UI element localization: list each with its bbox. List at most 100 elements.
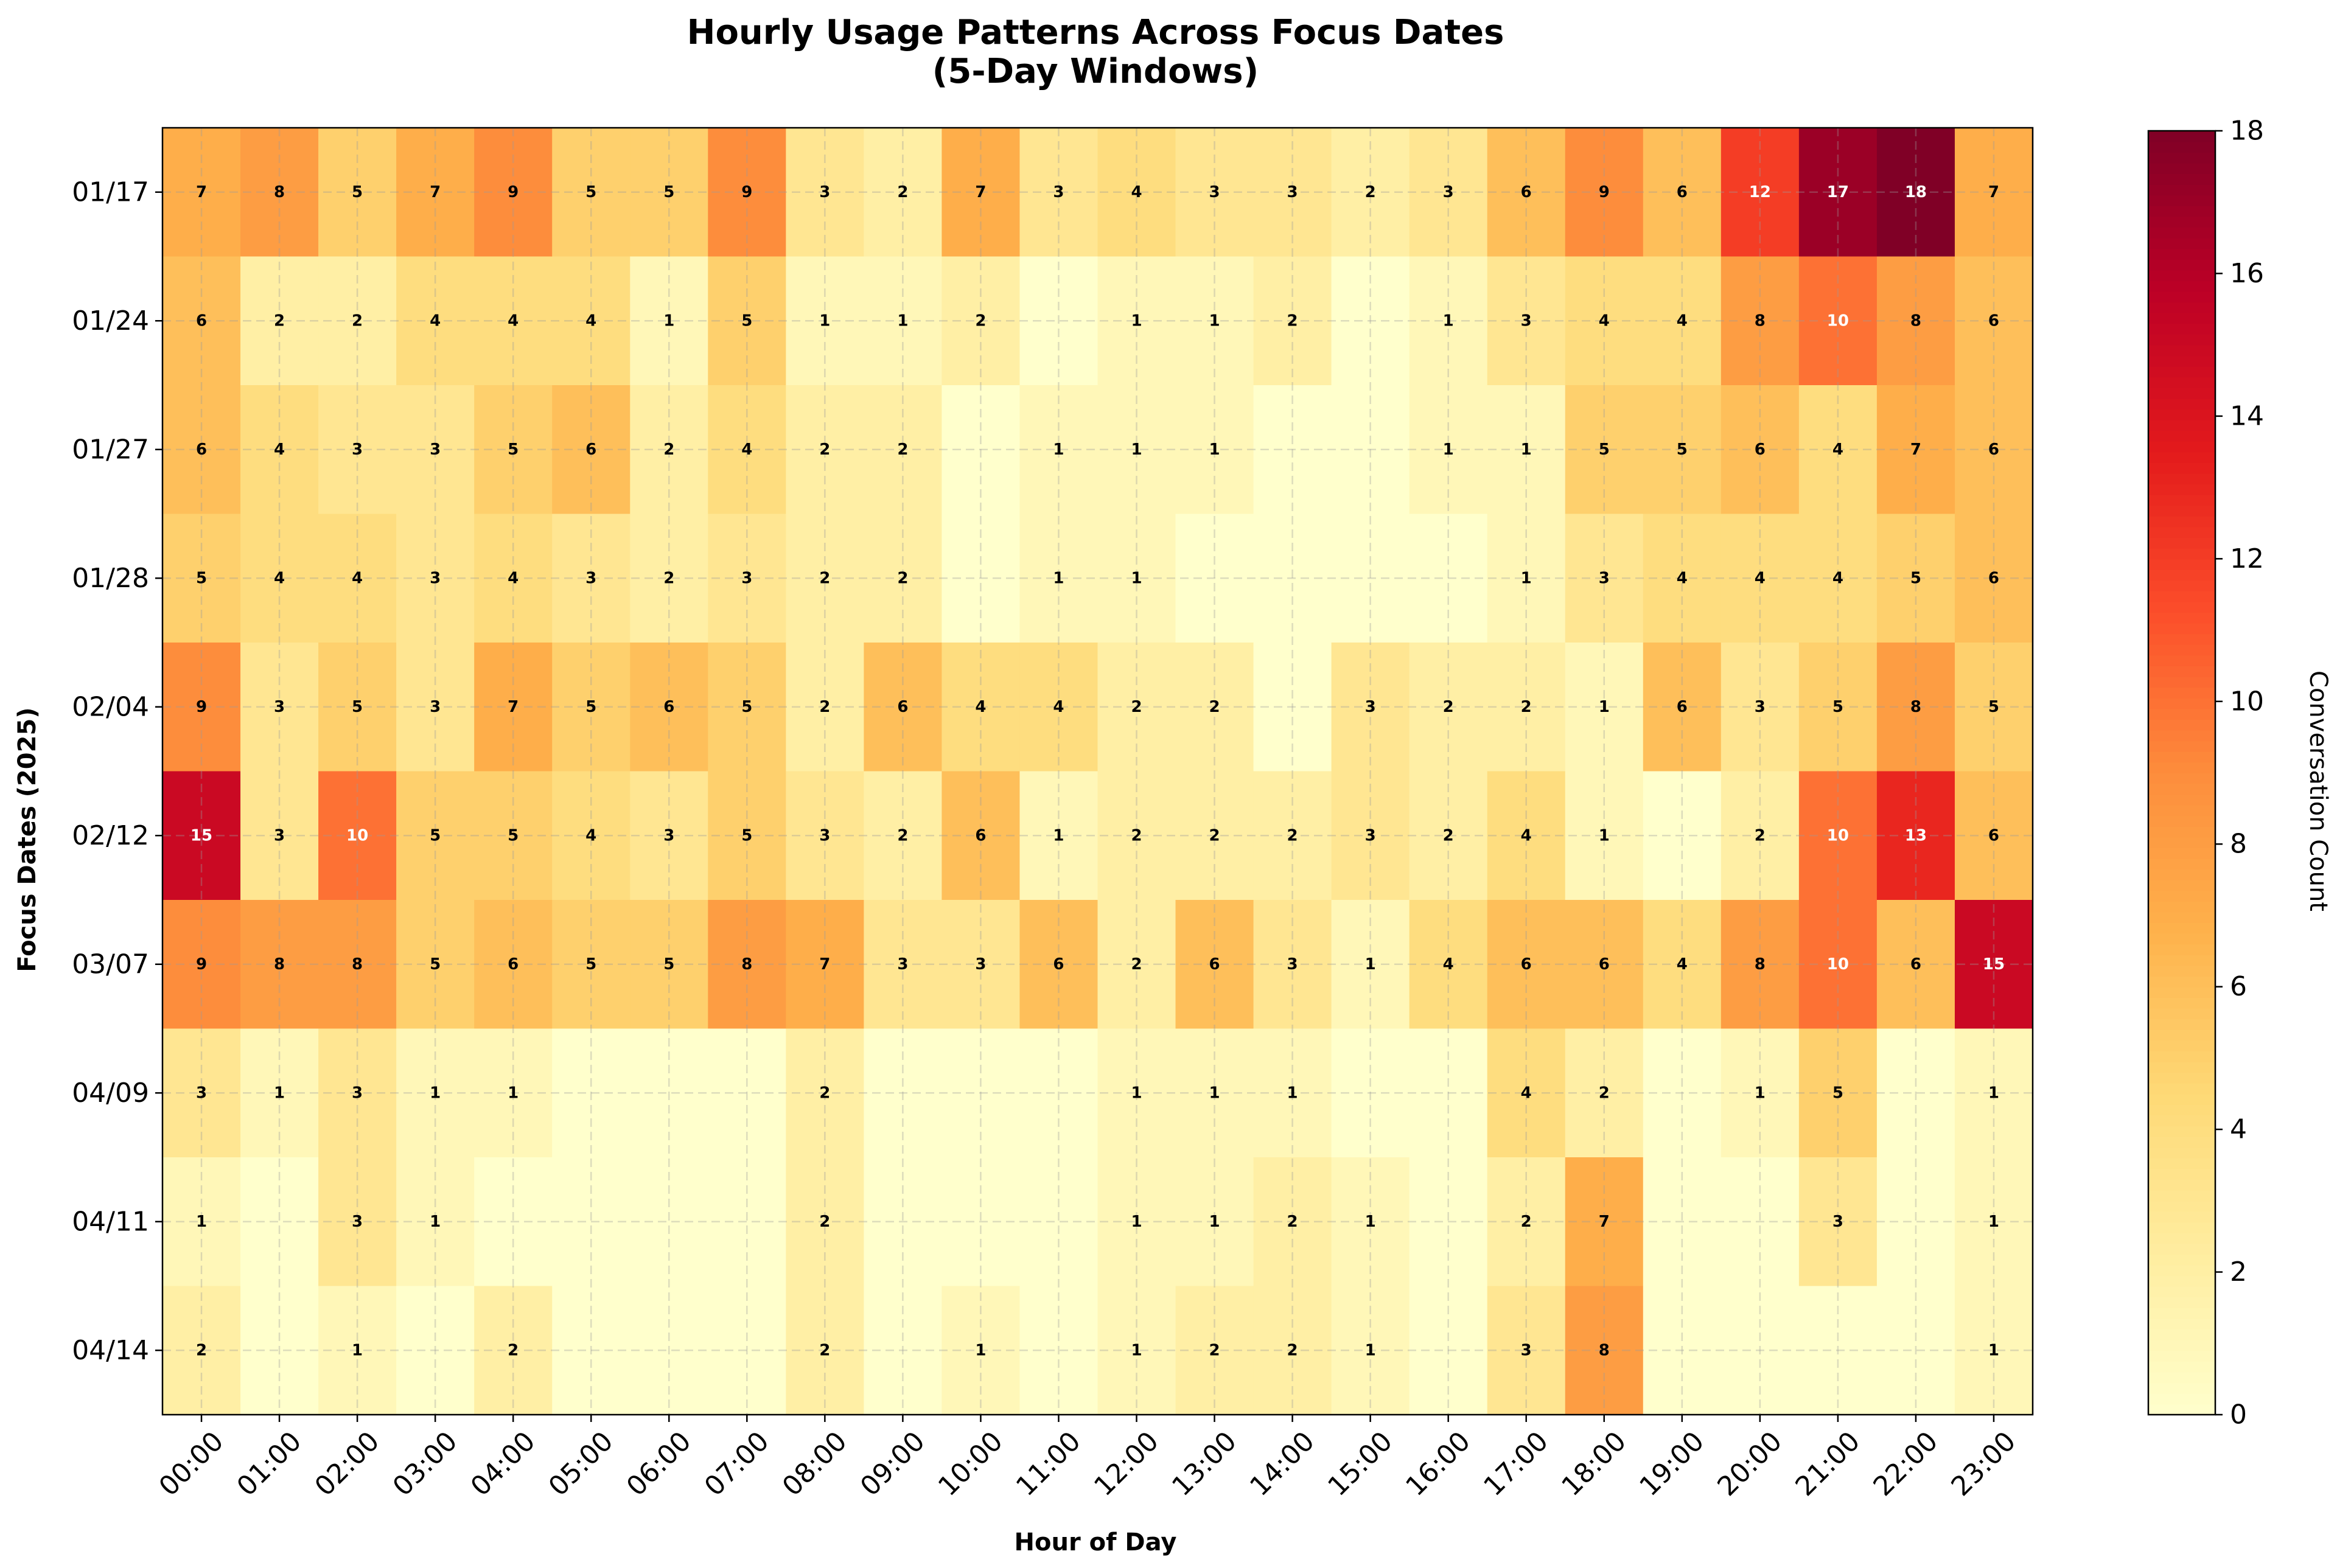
colorbar-segment: [2148, 526, 2215, 538]
heatmap-cell: [941, 1028, 1021, 1158]
heatmap-cell: [1643, 1286, 1722, 1415]
colorbar-segment: [2148, 879, 2215, 891]
cell-value-label: 2: [663, 441, 674, 459]
cell-value-label: 6: [1521, 183, 1532, 201]
heatmap-cell: [1876, 514, 1955, 643]
cell-value-label: 7: [975, 183, 986, 201]
cell-value-label: 1: [1521, 569, 1532, 587]
cell-value-label: 6: [1910, 955, 1921, 974]
heatmap-cell: [318, 1286, 397, 1415]
heatmap-cell: [552, 1286, 631, 1415]
colorbar-segment: [2148, 473, 2215, 485]
cell-value-label: 3: [430, 698, 441, 716]
heatmap-cell: [1954, 256, 2033, 386]
colorbar-segment: [2148, 559, 2215, 570]
colorbar-segment: [2148, 366, 2215, 378]
cell-value-label: 10: [1827, 312, 1849, 330]
heatmap-cell: [786, 385, 864, 515]
heatmap-grid: [162, 128, 2033, 1415]
x-tick-label: 19:00: [1633, 1426, 1710, 1502]
colorbar-segment: [2148, 751, 2215, 763]
cell-value-label: 3: [741, 569, 752, 587]
cell-value-label: 3: [1521, 1341, 1532, 1359]
cell-value-label: 5: [352, 698, 363, 716]
y-tick-label: 04/14: [72, 1335, 149, 1366]
heatmap-cell: [1487, 385, 1566, 515]
colorbar-segment: [2148, 1393, 2215, 1405]
cell-value-label: 4: [585, 312, 596, 330]
heatmap-cell: [1487, 514, 1566, 643]
colorbar-segment: [2148, 1254, 2215, 1266]
cell-value-label: 2: [508, 1341, 519, 1359]
colorbar-segment: [2148, 344, 2215, 357]
heatmap-cell: [1097, 900, 1176, 1030]
cell-value-label: 6: [585, 441, 596, 459]
cell-value-label: 2: [274, 312, 285, 330]
colorbar-segment: [2148, 1233, 2215, 1244]
colorbar-segment: [2148, 1115, 2215, 1127]
cell-value-label: 7: [1988, 183, 1999, 201]
heatmap-cell: [1720, 1028, 1800, 1158]
cell-value-label: 5: [585, 698, 596, 716]
colorbar-segment: [2148, 462, 2215, 474]
heatmap-cell: [786, 643, 864, 772]
cell-value-label: 5: [585, 183, 596, 201]
heatmap-cell: [1876, 643, 1955, 772]
heatmap-cell: [1876, 128, 1955, 257]
heatmap-cell: [1954, 771, 2033, 901]
cell-value-label: 3: [352, 441, 363, 459]
cell-value-label: 10: [346, 826, 368, 845]
heatmap-cell: [240, 514, 319, 643]
heatmap-cell: [864, 900, 943, 1030]
cell-value-label: 9: [508, 183, 519, 201]
cell-value-label: 1: [1053, 441, 1064, 459]
colorbar-segment: [2148, 1093, 2215, 1105]
colorbar-tick-label: 10: [2230, 686, 2264, 717]
heatmap-cell: [318, 1028, 397, 1158]
cell-value-label: 2: [897, 569, 908, 587]
heatmap-cell: [1720, 643, 1800, 772]
heatmap-cell: [1253, 1157, 1332, 1287]
cell-value-label: 1: [1209, 441, 1220, 459]
heatmap-cell: [1253, 771, 1332, 901]
heatmap-cell: [318, 1157, 397, 1287]
cell-value-label: 3: [430, 569, 441, 587]
colorbar-segment: [2148, 152, 2215, 164]
heatmap-cell: [1643, 128, 1722, 257]
heatmap-cell: [1253, 1028, 1332, 1158]
heatmap-cell: [240, 385, 319, 515]
cell-value-label: 6: [663, 698, 674, 716]
cell-value-label: 3: [430, 441, 441, 459]
x-tick-label: 17:00: [1478, 1426, 1554, 1502]
heatmap-cell: [1409, 1028, 1488, 1158]
heatmap-cell: [552, 256, 631, 386]
heatmap-cell: [1720, 1286, 1800, 1415]
cell-value-label: 6: [1677, 183, 1688, 201]
cell-value-label: 1: [1988, 1084, 1999, 1102]
heatmap-cell: [1409, 643, 1488, 772]
cell-value-label: 4: [1131, 183, 1142, 201]
cell-value-label: 4: [1677, 312, 1688, 330]
cell-value-label: 6: [975, 826, 986, 845]
heatmap-cell: [1954, 128, 2033, 257]
heatmap-cell: [630, 771, 708, 901]
heatmap-cell: [552, 385, 631, 515]
cell-value-label: 7: [508, 698, 519, 716]
cell-value-label: 4: [274, 569, 285, 587]
colorbar-segment: [2148, 409, 2215, 420]
colorbar-segment: [2148, 848, 2215, 859]
heatmap-cell: [786, 1028, 864, 1158]
colorbar-segment: [2148, 334, 2215, 346]
colorbar-segment: [2148, 451, 2215, 463]
heatmap-cell: [1253, 128, 1332, 257]
x-tick-label: 16:00: [1400, 1426, 1476, 1502]
colorbar-segment: [2148, 237, 2215, 249]
cell-value-label: 9: [741, 183, 752, 201]
cell-value-label: 2: [1443, 826, 1454, 845]
x-tick-label: 14:00: [1244, 1426, 1321, 1502]
cell-value-label: 5: [196, 569, 207, 587]
colorbar-segment: [2148, 804, 2215, 817]
colorbar-segment: [2148, 773, 2215, 784]
heatmap-cells: [162, 128, 2033, 1415]
heatmap-cell: [1097, 1028, 1176, 1158]
